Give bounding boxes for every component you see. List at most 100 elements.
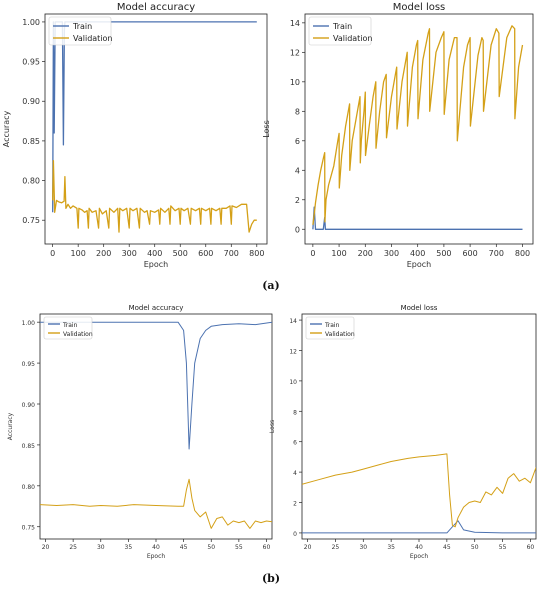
x-tick-label: 400	[147, 249, 162, 258]
chart-b_loss: Model loss 20 25 30 35 40 45 50 55 60 0 2 4 6 8 10 12 14 E…	[269, 304, 537, 560]
y-tick-label: 8	[295, 107, 300, 116]
x-tick-label: 800	[515, 249, 530, 258]
y-tick-label: 14	[290, 19, 300, 28]
y-tick-label: 0.95	[22, 361, 36, 368]
y-tick-label: 10	[290, 78, 300, 87]
y-tick-label: 0.75	[22, 525, 36, 532]
x-tick-label: 50	[207, 544, 215, 551]
x-tick-label: 20	[304, 544, 312, 551]
legend-label-train: Train	[324, 322, 340, 329]
plot-frame	[301, 313, 537, 540]
y-tick-label: 0	[295, 225, 300, 234]
x-tick-label: 200	[96, 249, 111, 258]
x-tick-label: 300	[384, 249, 399, 258]
x-tick-label: 700	[489, 249, 504, 258]
series-line-validation	[302, 453, 536, 528]
legend-label-train: Train	[62, 322, 78, 329]
caption-a: (a)	[262, 279, 280, 292]
chart-a_loss: Model loss 0 100 200 300 400 500 600 700 800 0 2 4 6 8…	[262, 2, 534, 269]
y-tick-label: 8	[293, 409, 297, 416]
y-tick-label: 4	[293, 470, 297, 477]
x-axis-label: Epoch	[410, 553, 429, 560]
chart-title: Model accuracy	[117, 2, 195, 13]
y-axis-label: Loss	[269, 420, 276, 433]
x-tick-label: 0	[310, 249, 315, 258]
y-tick-label: 4	[295, 166, 300, 175]
y-tick-label: 1.00	[22, 18, 40, 27]
series-line-validation	[40, 478, 272, 529]
chart-title: Model loss	[401, 304, 438, 312]
y-axis-label: Accuracy	[7, 412, 14, 440]
y-tick-label: 12	[290, 48, 300, 57]
x-tick-label: 100	[71, 249, 86, 258]
x-tick-label: 40	[152, 544, 160, 551]
x-tick-label: 45	[180, 544, 188, 551]
y-tick-label: 0.75	[22, 216, 40, 225]
series-line-train	[40, 321, 272, 450]
y-tick-label: 0.85	[22, 443, 36, 450]
y-tick-label: 0.80	[22, 484, 36, 491]
x-tick-label: 60	[263, 544, 271, 551]
legend-label-validation: Validation	[73, 34, 113, 43]
y-axis-label: Loss	[262, 120, 271, 138]
x-tick-label: 600	[462, 249, 477, 258]
series-line-validation	[52, 160, 257, 233]
chart-title: Model accuracy	[129, 304, 184, 312]
chart-title: Model loss	[393, 2, 446, 13]
plot-frame	[304, 13, 534, 245]
x-tick-label: 300	[122, 249, 137, 258]
x-tick-label: 600	[198, 249, 213, 258]
y-tick-label: 0.90	[22, 97, 40, 106]
x-tick-label: 20	[42, 544, 50, 551]
plot-frame	[39, 313, 273, 540]
y-tick-label: 1.00	[22, 320, 36, 327]
x-tick-label: 25	[69, 544, 77, 551]
y-tick-label: 12	[289, 348, 297, 355]
x-axis-label: Epoch	[147, 553, 166, 560]
caption-b: (b)	[262, 572, 280, 585]
x-tick-label: 25	[332, 544, 340, 551]
x-tick-label: 800	[249, 249, 264, 258]
x-tick-label: 60	[527, 544, 535, 551]
legend-label-train: Train	[72, 22, 92, 31]
x-tick-label: 400	[410, 249, 425, 258]
y-tick-label: 0.80	[22, 177, 40, 186]
y-axis-label: Accuracy	[2, 110, 11, 147]
y-tick-label: 0.90	[22, 402, 36, 409]
x-tick-label: 55	[235, 544, 243, 551]
x-axis-label: Epoch	[144, 260, 169, 269]
legend-label-validation: Validation	[325, 331, 355, 338]
x-tick-label: 30	[359, 544, 367, 551]
legend-label-validation: Validation	[333, 34, 373, 43]
y-tick-label: 10	[289, 379, 297, 386]
x-tick-label: 35	[125, 544, 133, 551]
x-tick-label: 700	[224, 249, 239, 258]
x-tick-label: 40	[415, 544, 423, 551]
y-tick-label: 2	[295, 196, 300, 205]
legend-label-train: Train	[332, 22, 352, 31]
y-tick-label: 0.85	[22, 137, 40, 146]
y-tick-label: 14	[289, 318, 297, 325]
chart-a_acc: Model accuracy 0 100 200 300 400 500 600 700 800 0…	[2, 2, 268, 269]
x-tick-label: 500	[173, 249, 188, 258]
x-tick-label: 500	[436, 249, 451, 258]
y-tick-label: 6	[293, 440, 297, 447]
y-tick-label: 0.95	[22, 58, 40, 67]
series-line-validation	[312, 25, 524, 225]
x-tick-label: 30	[97, 544, 105, 551]
x-tick-label: 100	[331, 249, 346, 258]
legend-label-validation: Validation	[63, 331, 93, 338]
x-tick-label: 0	[50, 249, 55, 258]
x-axis-label: Epoch	[407, 260, 432, 269]
x-tick-label: 200	[358, 249, 373, 258]
series-line-train	[302, 520, 536, 534]
x-tick-label: 50	[471, 544, 479, 551]
chart-b_acc: Model accuracy 20 25 30 35 40 45 50 55 60 0.75 0.80…	[7, 304, 273, 560]
x-tick-label: 55	[499, 544, 507, 551]
x-tick-label: 35	[387, 544, 395, 551]
x-tick-label: 45	[443, 544, 451, 551]
y-tick-label: 0	[293, 531, 297, 538]
y-tick-label: 6	[295, 137, 300, 146]
y-tick-label: 2	[293, 501, 297, 508]
